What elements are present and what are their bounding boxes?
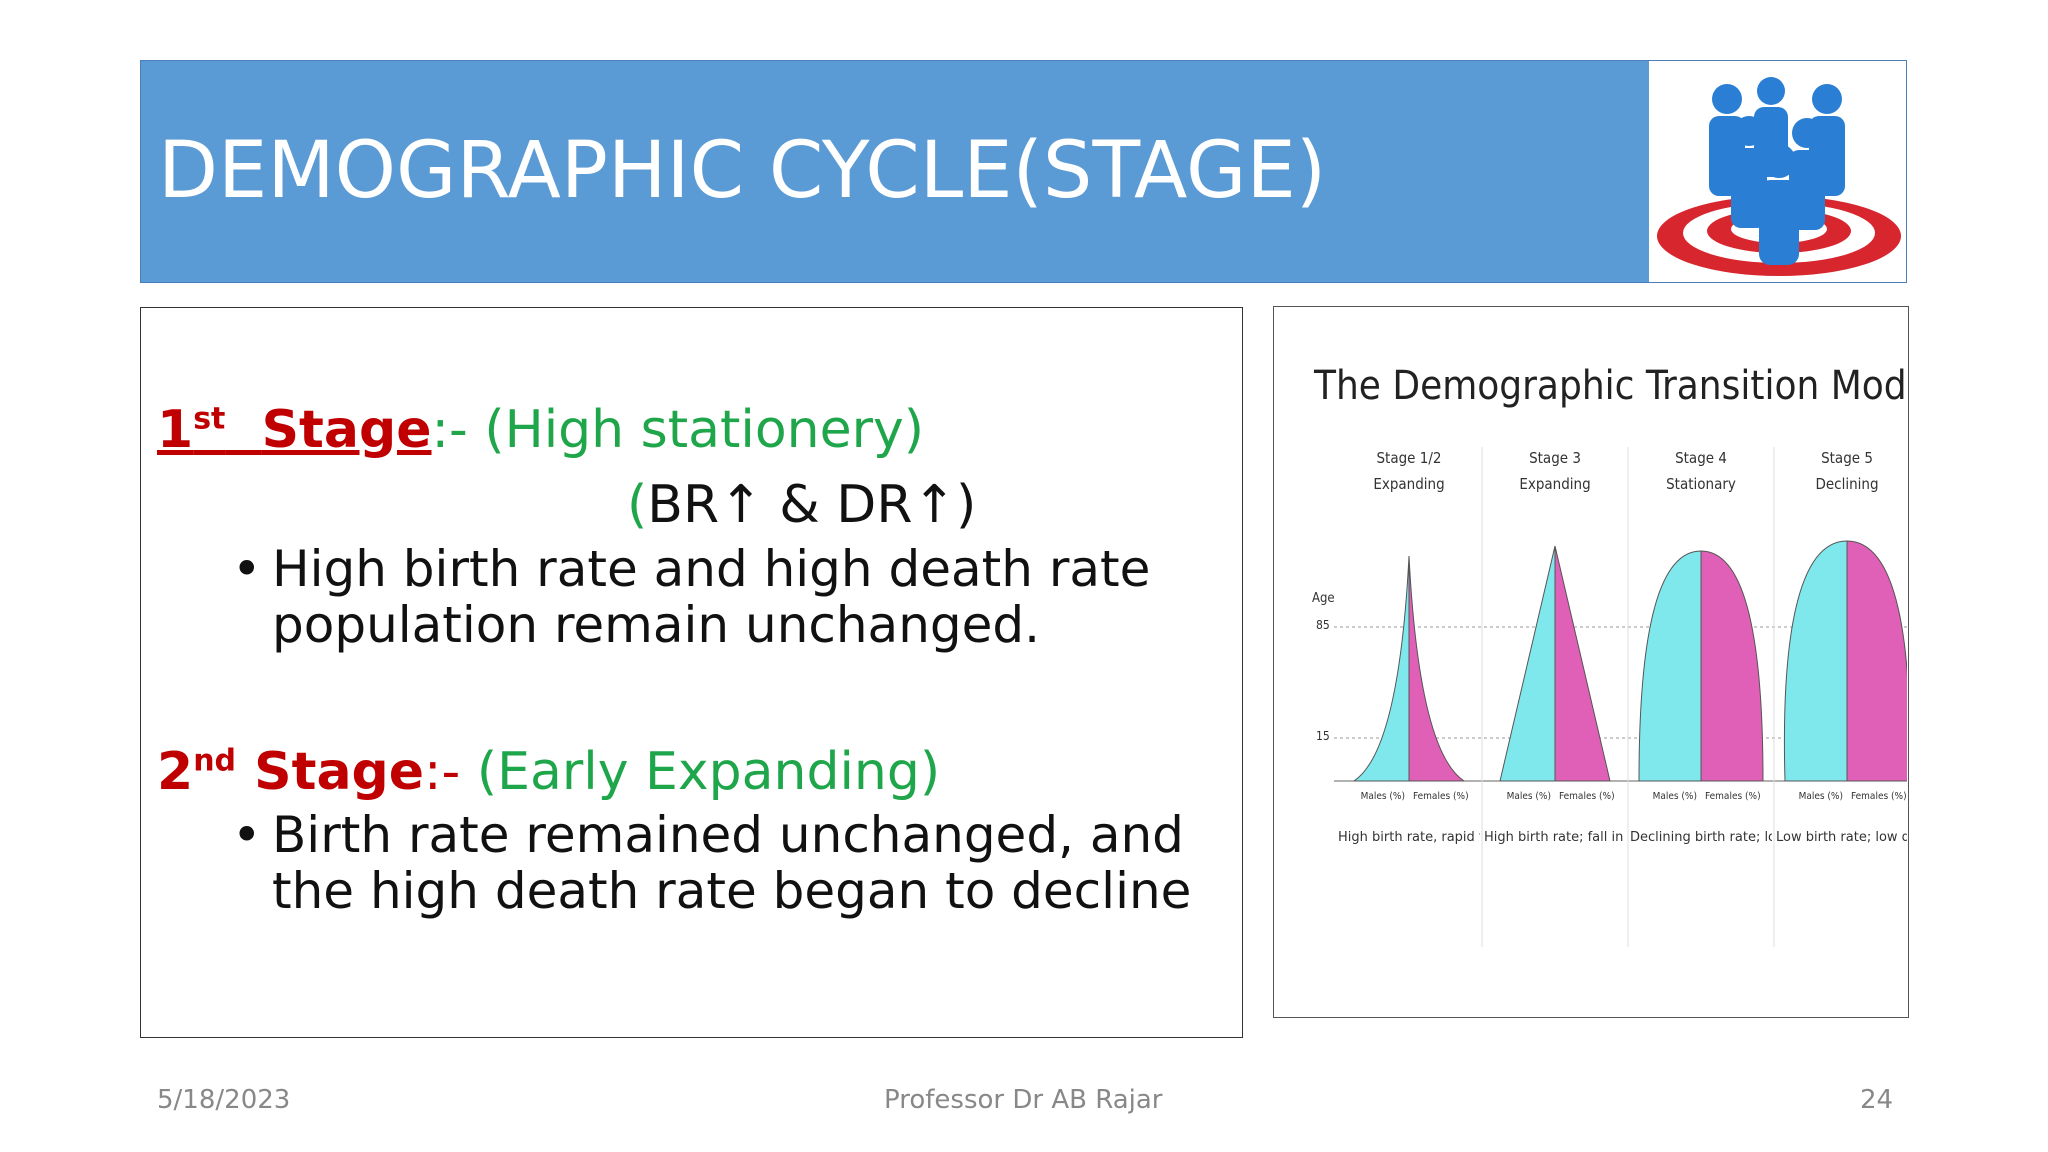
- stage-ordinal: st: [193, 401, 226, 437]
- females-label: Females (%): [1559, 791, 1615, 802]
- pyramid-males: [1499, 545, 1556, 782]
- note-box: High birth rate; fall in death rate as m…: [1484, 830, 1626, 845]
- note-box: Declining birth rate; low death rate; mo…: [1630, 830, 1772, 845]
- phase-label: Stationary: [1666, 475, 1736, 493]
- pyramid-males: [1352, 555, 1410, 782]
- pyramid-females: [1700, 550, 1764, 782]
- phase-label: Expanding: [1373, 475, 1444, 493]
- stage-note: High birth rate; fall in death rate as m…: [1484, 830, 1626, 845]
- stage-heading: 1st Stage:- (High stationery): [157, 400, 924, 460]
- indicator-text: BR↑ & DR↑: [647, 475, 957, 535]
- stage-heading: 2nd Stage:- (Early Expanding): [157, 742, 940, 802]
- males-label: Males (%): [1507, 791, 1551, 802]
- pyramid-males: [1638, 550, 1702, 782]
- figure-panel: The Demographic Transition Model Age 85 …: [1273, 306, 1939, 1018]
- stage-label: Stage 5: [1821, 449, 1873, 467]
- females-label: Females (%): [1413, 791, 1469, 802]
- stage-note: High birth rate, rapid fall in each upwa…: [1338, 830, 1480, 845]
- phase-label: Expanding: [1519, 475, 1590, 493]
- pyramid-males: [1783, 540, 1848, 782]
- stage-separator: :-: [424, 742, 461, 802]
- stage-number: 1: [157, 400, 194, 460]
- bullet-dot: •: [232, 806, 262, 864]
- stage-word: Stage: [254, 742, 425, 802]
- slide-title: DEMOGRAPHIC CYCLE(STAGE): [158, 126, 1327, 216]
- footer-date: 5/18/2023: [157, 1085, 291, 1115]
- females-label: Females (%): [1705, 791, 1761, 802]
- stage-label: Stage 3: [1529, 449, 1581, 467]
- transition-model-figure: The Demographic Transition Model Age 85 …: [1312, 363, 1939, 947]
- males-label: Males (%): [1799, 791, 1843, 802]
- footer-presenter: Professor Dr AB Rajar: [884, 1085, 1163, 1115]
- males-label: Males (%): [1361, 791, 1405, 802]
- note-box: Low birth rate; low death rate; higher d…: [1776, 830, 1918, 845]
- bullet-line: Birth rate remained unchanged, and: [272, 806, 1184, 864]
- stage-separator: :-: [431, 400, 468, 460]
- females-label: Females (%): [1851, 791, 1907, 802]
- age-label: Age: [1312, 591, 1335, 606]
- bullet-line: the high death rate began to decline: [272, 862, 1192, 920]
- phase-label: Declining: [1815, 475, 1878, 493]
- bullet-line: population remain unchanged.: [272, 596, 1041, 654]
- footer-page: 24: [1860, 1085, 1894, 1115]
- bullet-dot: •: [232, 540, 262, 598]
- bullet-line: High birth rate and high death rate: [272, 540, 1151, 598]
- stage-word: Stage: [261, 400, 432, 460]
- age-tick: 85: [1316, 618, 1330, 632]
- header: DEMOGRAPHIC CYCLE(STAGE): [140, 60, 1907, 283]
- pyramid-females: [1408, 555, 1466, 782]
- title-band: DEMOGRAPHIC CYCLE(STAGE): [141, 61, 1649, 282]
- rate-indicator: (BR↑ & DR↑): [627, 475, 976, 535]
- males-label: Males (%): [1653, 791, 1697, 802]
- text-panel: [140, 307, 1243, 1038]
- age-tick: 15: [1316, 729, 1330, 743]
- stage-description: (High stationery): [484, 400, 925, 460]
- stage-description: (Early Expanding): [476, 742, 941, 802]
- pyramid-females: [1554, 545, 1611, 782]
- stage-label: Stage 4: [1675, 449, 1727, 467]
- indicator-open: (: [627, 475, 648, 535]
- stage-note: Declining birth rate; low death rate; mo…: [1630, 830, 1772, 845]
- stage-ordinal: nd: [193, 743, 237, 779]
- indicator-close: ): [956, 475, 977, 535]
- figure-title: The Demographic Transition Model: [1313, 363, 1907, 409]
- pyramid-females: [1846, 540, 1911, 782]
- stage-label: Stage 1/2: [1376, 449, 1441, 467]
- note-box: High birth rate, rapid fall in each upwa…: [1338, 830, 1480, 845]
- stage-number: 2: [157, 742, 194, 802]
- people-target-icon: [1657, 77, 1901, 276]
- stage-note: Low birth rate; low death rate; higher d…: [1776, 830, 1918, 845]
